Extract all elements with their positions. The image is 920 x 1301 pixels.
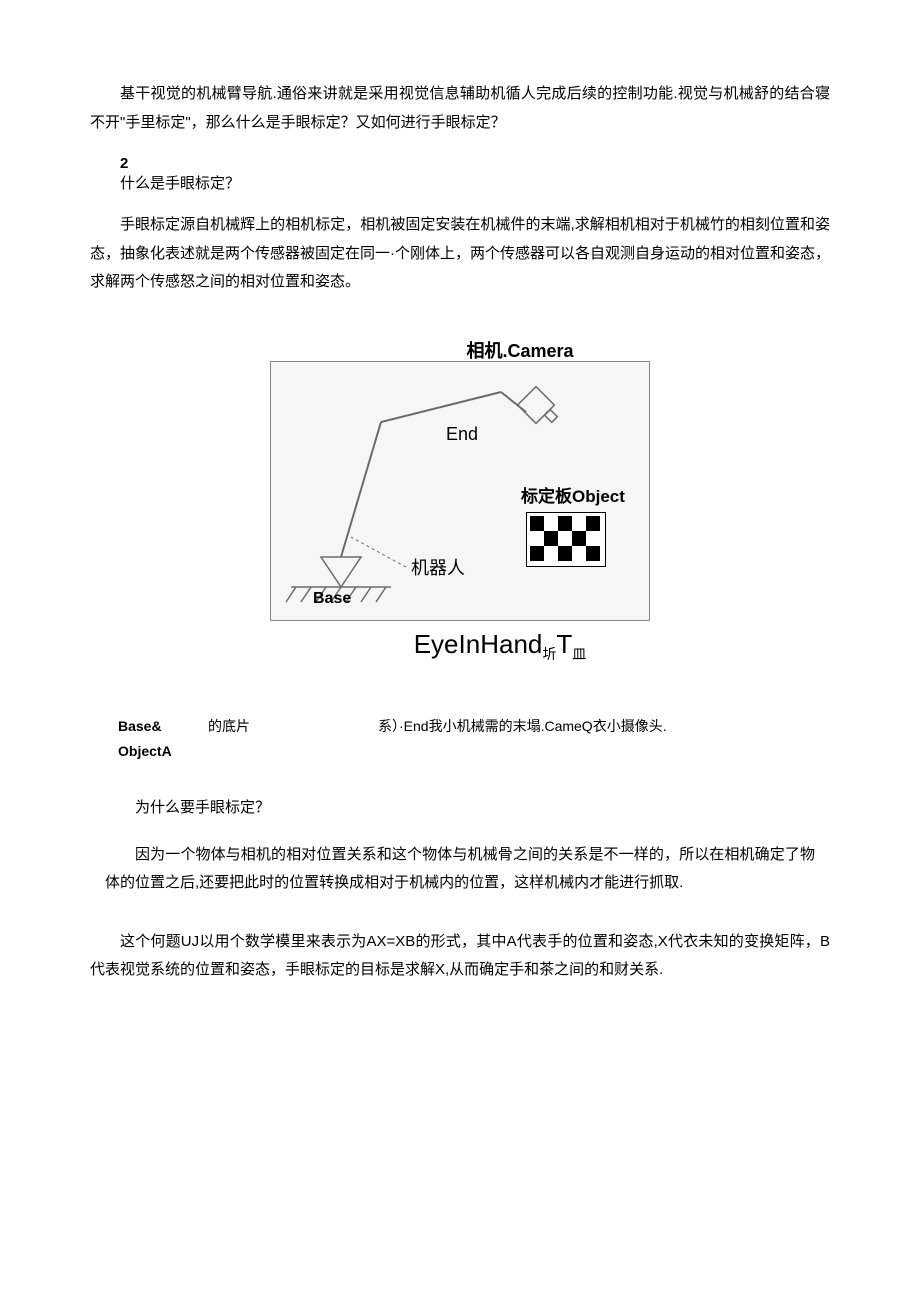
term-right: 系）·End我小机械需的末塌.CameQ衣小摄像头. [378,714,830,739]
term-mid: 的底片 [208,714,378,739]
section-number: 2 [90,155,830,172]
caption-t: T [556,629,572,659]
caption-main: EyeInHand [414,629,543,659]
object-label: 标定板Object [521,482,625,507]
end-label: End [446,424,478,445]
caption-sub3: 皿 [572,646,586,662]
document-page: 基干视觉的机械臂导航.通俗来讲就是采用视觉信息辅助机循人完成后续的控制功能.视觉… [0,0,920,1063]
base-label: Base [313,590,351,608]
diagram-box: End 标定板Object 机器人 Base [270,361,650,621]
section-question: 什么是手眼标定？ [90,172,830,193]
robot-label: 机器人 [411,554,465,580]
terms-block: Base& 的底片 系）·End我小机械需的末塌.CameQ衣小摄像头. Obj… [90,714,830,764]
term-right-text: 系）·End我小机械需的末塌.CameQ衣小摄像头. [378,718,667,734]
term-object: ObjectA [90,739,208,764]
checkerboard-icon [526,512,606,567]
camera-label: 相机.Camera [150,337,890,363]
term-base: Base& [90,714,208,739]
intro-paragraph: 基干视觉的机械臂导航.通俗来讲就是采用视觉信息辅助机循人完成后续的控制功能.视觉… [90,80,830,137]
figure-caption: EyeInHand圻T皿 [130,629,870,664]
why-body: 因为一个物体与相机的相对位置关系和这个物体与机械骨之间的关系是不一样的，所以在相… [90,841,830,898]
section2-body: 手眼标定源自机械辉上的相机标定，相机被固定安装在机械件的末端,求解相机相对于机械… [90,211,830,297]
why-question: 为什么要手眼标定？ [90,794,830,823]
figure-container: 相机.Camera [90,337,830,664]
math-body: 这个何题UJ以用个数学模里来表示为AX=XB的形式，其中A代表手的位置和姿态,X… [90,928,830,985]
caption-sub1: 圻 [542,646,556,662]
